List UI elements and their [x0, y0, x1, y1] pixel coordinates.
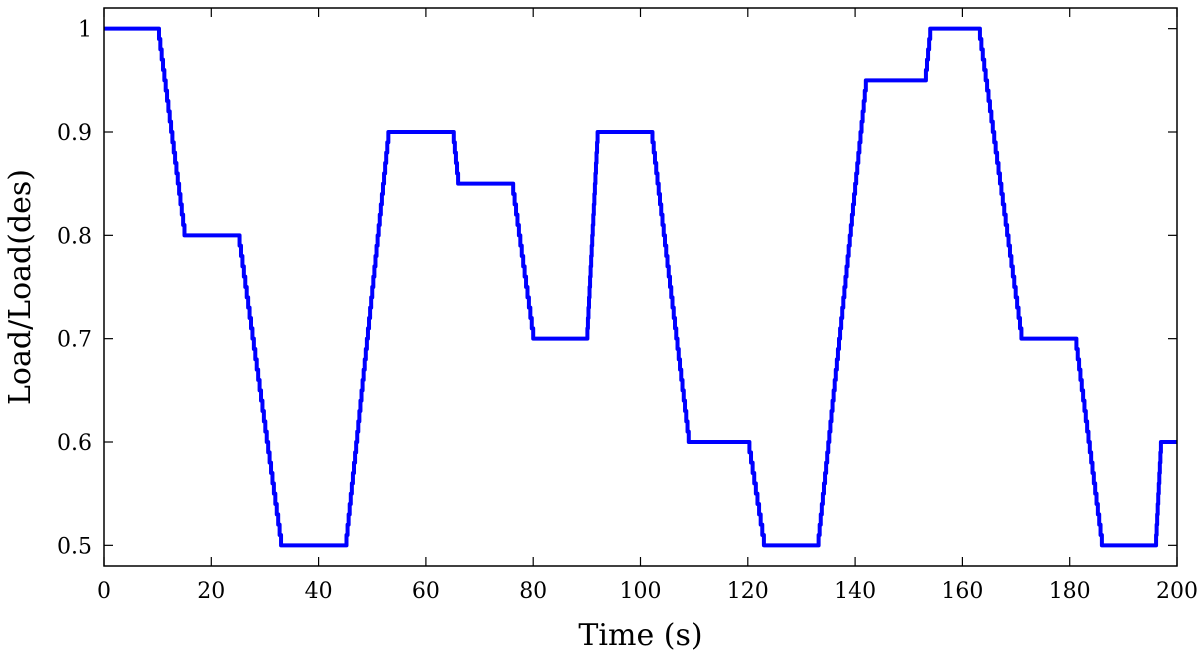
x-tick-label: 0 — [97, 579, 111, 604]
x-tick-label: 160 — [941, 579, 983, 604]
x-tick-label: 200 — [1156, 579, 1198, 604]
y-tick-label: 0.6 — [57, 431, 92, 456]
y-tick-label: 0.8 — [57, 224, 92, 249]
load-series-line — [104, 26, 1177, 548]
x-tick-label: 60 — [412, 579, 440, 604]
x-tick-label: 20 — [197, 579, 225, 604]
x-tick-label: 120 — [727, 579, 769, 604]
plot-frame — [103, 7, 1178, 567]
x-tick-label: 80 — [519, 579, 547, 604]
y-tick-label: 0.7 — [57, 328, 92, 353]
x-tick-label: 100 — [620, 579, 662, 604]
x-axis-title: Time (s) — [578, 618, 702, 653]
y-tick-label: 1 — [78, 18, 92, 43]
x-tick-label: 40 — [305, 579, 333, 604]
series-layer — [104, 26, 1177, 548]
x-tick-label: 180 — [1049, 579, 1091, 604]
tick-labels: 0 20 40 60 80 100 120 140 160 180 200 0.5 0.6 0.7 0.8 0… — [57, 18, 1198, 604]
ticks — [103, 8, 1178, 566]
x-tick-label: 140 — [834, 579, 876, 604]
y-tick-label: 0.9 — [57, 121, 92, 146]
y-tick-label: 0.5 — [57, 534, 92, 559]
y-axis-title: Load/Load(des) — [3, 169, 38, 405]
